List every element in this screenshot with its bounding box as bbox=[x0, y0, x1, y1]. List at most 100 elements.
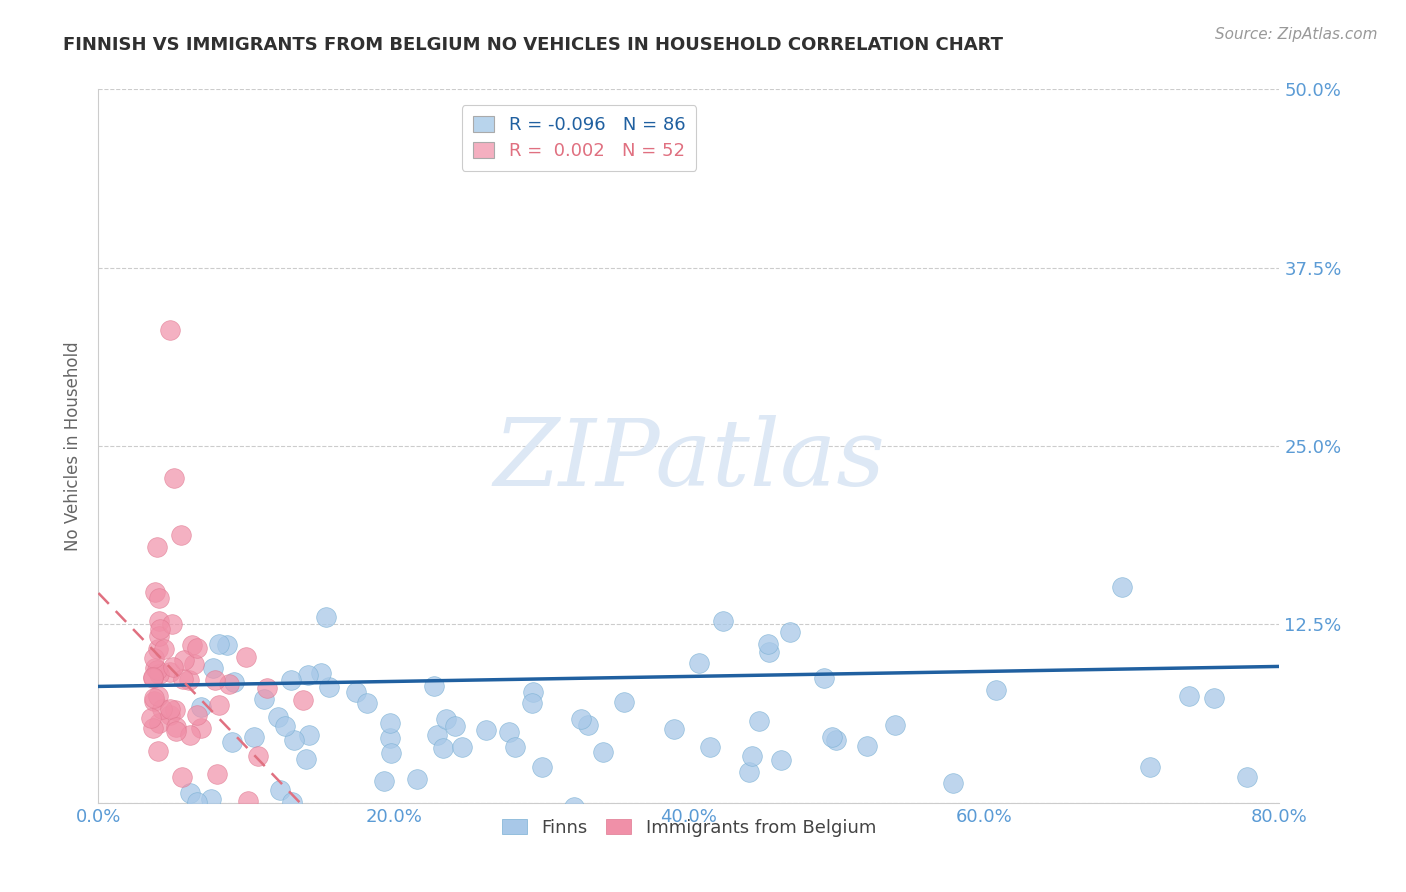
Point bbox=[371, 779, 394, 793]
Point bbox=[94, 673, 117, 688]
Point bbox=[160, 714, 183, 729]
Point bbox=[179, 678, 201, 692]
Point bbox=[166, 630, 188, 644]
Point bbox=[94, 517, 117, 532]
Point bbox=[129, 769, 152, 783]
Y-axis label: No Vehicles in Household: No Vehicles in Household bbox=[65, 341, 83, 551]
Point bbox=[820, 741, 842, 756]
Point bbox=[1268, 613, 1291, 627]
Point bbox=[249, 673, 271, 688]
Point bbox=[103, 657, 125, 671]
Point bbox=[91, 616, 114, 631]
Point bbox=[104, 549, 127, 564]
Point bbox=[94, 453, 117, 467]
Point bbox=[1031, 706, 1053, 721]
Point bbox=[343, 648, 366, 663]
Point bbox=[103, 609, 125, 624]
Point bbox=[516, 560, 538, 574]
Point bbox=[165, 643, 187, 657]
Point bbox=[117, 576, 139, 591]
Point bbox=[105, 679, 128, 693]
Point bbox=[1039, 742, 1062, 756]
Point bbox=[278, 628, 301, 642]
Point bbox=[93, 510, 115, 524]
Point bbox=[297, 704, 319, 718]
Point bbox=[585, 676, 607, 690]
Point bbox=[208, 628, 231, 642]
Text: FINNISH VS IMMIGRANTS FROM BELGIUM NO VEHICLES IN HOUSEHOLD CORRELATION CHART: FINNISH VS IMMIGRANTS FROM BELGIUM NO VE… bbox=[63, 36, 1004, 54]
Point bbox=[90, 680, 112, 694]
Point bbox=[183, 619, 205, 633]
Point bbox=[134, 737, 156, 751]
Point bbox=[284, 705, 307, 719]
Text: Source: ZipAtlas.com: Source: ZipAtlas.com bbox=[1215, 27, 1378, 42]
Point bbox=[97, 656, 120, 670]
Point bbox=[226, 634, 249, 648]
Point bbox=[174, 666, 197, 681]
Point bbox=[782, 640, 804, 654]
Point bbox=[624, 749, 647, 764]
Point bbox=[176, 756, 198, 771]
Point bbox=[135, 575, 157, 590]
Point bbox=[184, 772, 207, 787]
Point bbox=[202, 611, 225, 625]
Point bbox=[107, 684, 129, 698]
Point bbox=[118, 600, 141, 615]
Point bbox=[94, 581, 117, 595]
Point bbox=[1094, 580, 1116, 594]
Point bbox=[292, 677, 315, 691]
Point bbox=[94, 612, 117, 626]
Point bbox=[501, 574, 523, 589]
Point bbox=[115, 761, 138, 775]
Point bbox=[120, 664, 142, 678]
Legend: Finns, Immigrants from Belgium: Finns, Immigrants from Belgium bbox=[495, 812, 883, 844]
Point bbox=[456, 599, 478, 614]
Point bbox=[91, 591, 114, 606]
Point bbox=[1070, 652, 1092, 666]
Point bbox=[91, 605, 114, 619]
Point bbox=[381, 676, 404, 690]
Point bbox=[547, 695, 569, 709]
Point bbox=[105, 657, 128, 672]
Point bbox=[471, 546, 494, 560]
Point bbox=[245, 746, 267, 760]
Point bbox=[1128, 759, 1150, 773]
Point bbox=[110, 741, 132, 756]
Point bbox=[489, 715, 512, 730]
Point bbox=[207, 541, 229, 555]
Point bbox=[105, 368, 128, 382]
Point bbox=[91, 642, 114, 657]
Point bbox=[184, 695, 207, 709]
Point bbox=[145, 622, 167, 636]
Point bbox=[328, 684, 350, 698]
Point bbox=[115, 690, 138, 704]
Point bbox=[567, 702, 589, 716]
Point bbox=[141, 576, 163, 591]
Point bbox=[405, 648, 427, 662]
Point bbox=[314, 683, 336, 698]
Point bbox=[250, 711, 273, 725]
Point bbox=[652, 632, 675, 647]
Point bbox=[135, 651, 157, 665]
Point bbox=[1244, 648, 1267, 662]
Point bbox=[157, 690, 180, 705]
Point bbox=[332, 703, 354, 717]
Point bbox=[391, 710, 413, 724]
Point bbox=[103, 663, 125, 677]
Point bbox=[153, 591, 176, 606]
Point bbox=[89, 667, 111, 681]
Point bbox=[1029, 657, 1052, 671]
Point bbox=[98, 582, 121, 596]
Point bbox=[132, 619, 155, 633]
Point bbox=[873, 620, 896, 634]
Point bbox=[267, 744, 290, 758]
Point bbox=[155, 771, 177, 785]
Point bbox=[94, 708, 117, 723]
Point bbox=[103, 182, 125, 196]
Point bbox=[280, 689, 302, 703]
Point bbox=[143, 796, 166, 810]
Point bbox=[538, 617, 561, 632]
Point bbox=[756, 729, 779, 743]
Point bbox=[114, 620, 136, 634]
Point bbox=[121, 580, 143, 594]
